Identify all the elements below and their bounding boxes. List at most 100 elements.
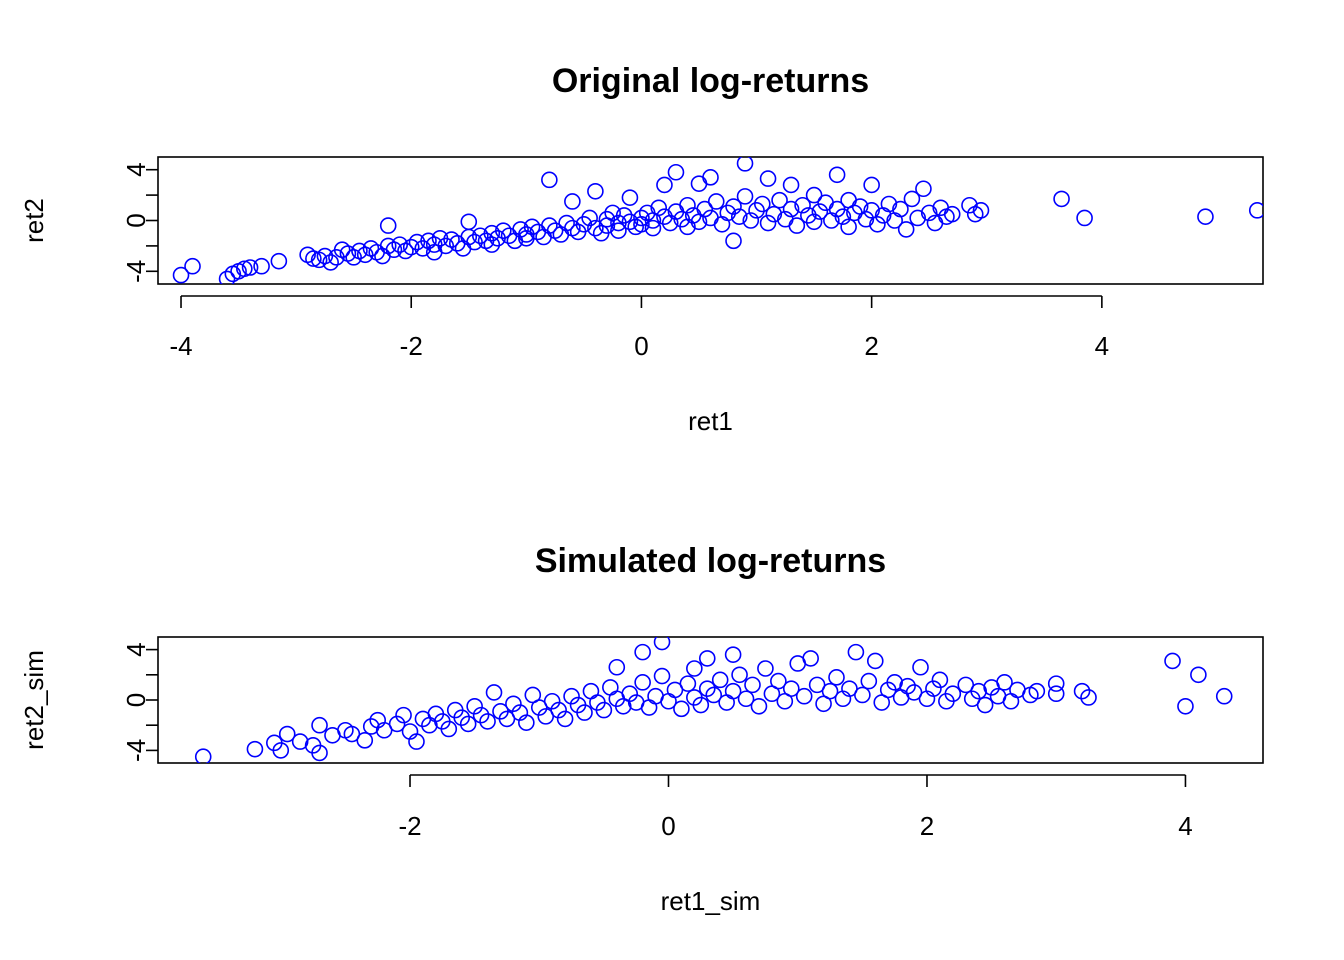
data-point [866, 652, 884, 670]
data-point [543, 692, 561, 710]
data-point [615, 207, 633, 224]
data-point [472, 706, 490, 724]
scatter-points [194, 637, 1233, 763]
data-point [556, 710, 574, 728]
data-point [702, 169, 719, 186]
data-point [653, 637, 671, 651]
data-point [1164, 652, 1181, 670]
panel-original-log-returns: Original log-returns -4 -2 0 2 4 ret1 -4 0 4 ret2 [19, 62, 1264, 436]
x-tick-label: -2 [400, 331, 423, 361]
x-axis: -2 0 2 4 [398, 774, 1193, 841]
data-point [759, 214, 777, 232]
data-point [828, 669, 845, 686]
data-point [782, 200, 800, 218]
data-point [679, 196, 696, 214]
data-point [713, 216, 731, 233]
data-point [744, 676, 761, 694]
data-point [957, 676, 975, 694]
data-point [1215, 687, 1233, 705]
data-point [595, 701, 613, 719]
data-point [604, 204, 621, 222]
data-point [479, 713, 496, 730]
data-point [788, 217, 806, 234]
data-point [541, 171, 558, 189]
data-point [1002, 692, 1020, 710]
data-point [771, 191, 788, 209]
data-point [291, 733, 309, 750]
x-axis-label: ret1_sim [661, 886, 761, 916]
data-point [453, 709, 471, 726]
panel-simulated-log-returns: Simulated log-returns -2 0 2 4 ret1_sim -4 0 4 re… [19, 542, 1264, 916]
data-point [750, 697, 768, 715]
x-tick-label: 0 [634, 331, 648, 361]
data-point [698, 680, 716, 697]
data-point [821, 682, 839, 700]
data-point [1047, 675, 1065, 692]
data-point [1197, 208, 1214, 225]
data-point [541, 217, 558, 234]
data-point [402, 238, 420, 256]
data-point [863, 202, 880, 219]
data-point [976, 696, 994, 714]
data-point [808, 676, 826, 694]
data-point [972, 202, 990, 219]
data-point [707, 193, 725, 210]
data-point [498, 710, 516, 728]
x-axis: -4 -2 0 2 4 [169, 295, 1109, 361]
data-point [656, 176, 673, 194]
data-point [608, 658, 626, 676]
data-point [857, 210, 875, 228]
data-point [1073, 682, 1091, 700]
data-point [1177, 697, 1194, 715]
data-point [795, 687, 813, 705]
data-point [897, 221, 915, 238]
data-point [725, 232, 742, 250]
data-point [512, 221, 529, 238]
data-point [834, 208, 852, 225]
data-point [880, 195, 898, 213]
x-tick-label: 2 [864, 331, 878, 361]
data-point [961, 196, 978, 214]
data-point [698, 650, 716, 667]
data-point [460, 228, 478, 246]
data-point [495, 222, 512, 239]
data-point [730, 208, 748, 225]
data-point [241, 259, 259, 276]
y-axis: -4 0 4 [121, 642, 158, 762]
data-point [218, 270, 236, 284]
data-point [696, 200, 714, 218]
data-point [437, 237, 455, 255]
y-tick-label: 4 [121, 162, 151, 176]
data-point [679, 675, 697, 692]
scatter-points [172, 157, 1263, 284]
data-point [1080, 689, 1097, 706]
x-tick-label: 4 [1178, 811, 1192, 841]
data-point [236, 260, 253, 278]
chart-title: Simulated log-returns [535, 542, 886, 580]
data-point [316, 247, 334, 265]
data-point [537, 708, 555, 725]
data-point [915, 180, 932, 198]
data-point [362, 718, 380, 735]
data-point [322, 254, 339, 271]
data-point [811, 203, 829, 220]
data-point [621, 685, 639, 703]
plot-frame [157, 636, 1264, 764]
data-point [731, 666, 748, 684]
chart-title: Original log-returns [552, 62, 869, 100]
data-point [782, 176, 800, 194]
data-point [899, 677, 916, 695]
data-point [970, 682, 987, 700]
data-point [1248, 202, 1263, 219]
data-point [725, 198, 742, 215]
data-point [466, 233, 483, 251]
data-point [379, 217, 397, 234]
data-point [886, 674, 903, 691]
data-point [278, 725, 296, 743]
data-point [172, 266, 190, 284]
data-point [530, 699, 548, 716]
data-point [782, 680, 800, 697]
data-point [311, 744, 328, 762]
data-point [1190, 666, 1207, 684]
